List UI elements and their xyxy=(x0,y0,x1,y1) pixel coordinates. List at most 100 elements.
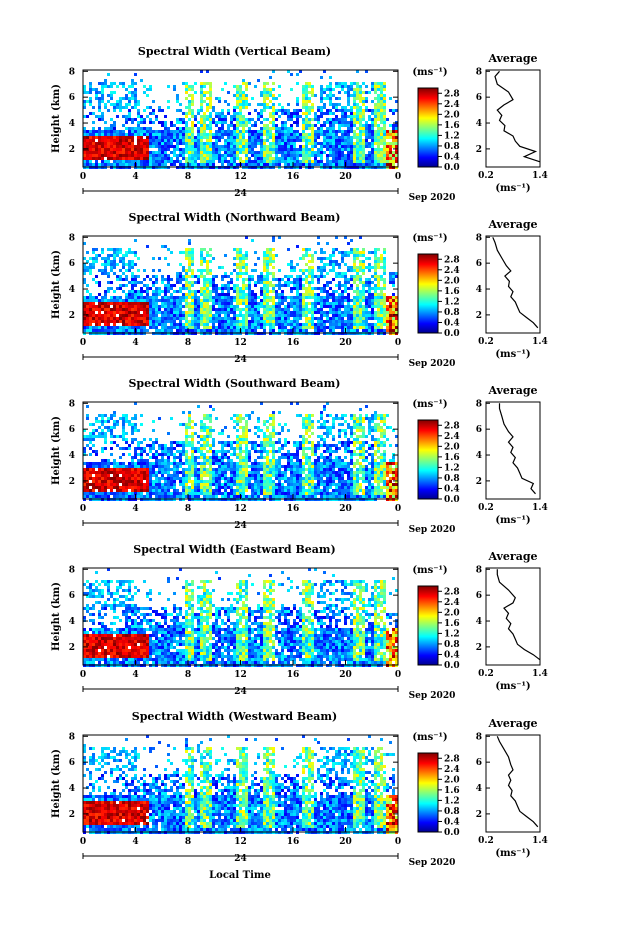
heatmap-cell xyxy=(185,459,188,462)
heatmap-cell xyxy=(251,154,254,157)
colorbar-tick-label: 2.4 xyxy=(444,100,460,110)
heatmap-cell xyxy=(272,88,275,91)
heatmap-cell xyxy=(323,311,326,314)
heatmap-cell xyxy=(257,103,260,106)
heatmap-cell xyxy=(362,91,365,94)
heatmap-cell xyxy=(305,290,308,293)
heatmap-cell xyxy=(137,157,140,160)
heatmap-cell xyxy=(227,275,230,278)
heatmap-cell xyxy=(104,139,107,142)
heatmap-cell xyxy=(290,115,293,118)
heatmap-cell xyxy=(155,483,158,486)
heatmap-cell xyxy=(179,118,182,121)
heatmap-cell xyxy=(233,263,236,266)
heatmap-cell xyxy=(260,127,263,130)
colorbar-tick-label: 0.4 xyxy=(444,152,460,162)
average-unit: (ms⁻¹) xyxy=(495,183,530,194)
heatmap-cell xyxy=(227,293,230,296)
heatmap-cell xyxy=(248,139,251,142)
heatmap-cell xyxy=(161,148,164,151)
heatmap-cell xyxy=(164,489,167,492)
heatmap-cell xyxy=(89,272,92,275)
heatmap-cell xyxy=(356,248,359,251)
heatmap-cell xyxy=(95,450,98,453)
heatmap-cell xyxy=(188,320,191,323)
heatmap-cell xyxy=(269,305,272,308)
heatmap-cell xyxy=(131,251,134,254)
heatmap-cell xyxy=(359,269,362,272)
heatmap-cell xyxy=(221,305,224,308)
heatmap-cell xyxy=(200,109,203,112)
heatmap-cell xyxy=(149,456,152,459)
heatmap-cell xyxy=(149,480,152,483)
heatmap-cell xyxy=(170,480,173,483)
heatmap-cell xyxy=(203,100,206,103)
heatmap-cell xyxy=(215,317,218,320)
heatmap-cell xyxy=(200,121,203,124)
heatmap-cell xyxy=(134,94,137,97)
heatmap-cell xyxy=(242,329,245,332)
heatmap-cell xyxy=(242,272,245,275)
heatmap-cell xyxy=(329,127,332,130)
heatmap-cell xyxy=(89,468,92,471)
heatmap-cell xyxy=(143,278,146,281)
heatmap-cell xyxy=(89,305,92,308)
heatmap-cell xyxy=(116,492,119,495)
heatmap-cell xyxy=(116,287,119,290)
heatmap-cell xyxy=(323,290,326,293)
heatmap-cell xyxy=(221,320,224,323)
heatmap-cell xyxy=(326,281,329,284)
heatmap-cell xyxy=(308,254,311,257)
heatmap-cell xyxy=(326,290,329,293)
heatmap-cell xyxy=(236,305,239,308)
heatmap-cell xyxy=(344,142,347,145)
heatmap-cell xyxy=(230,145,233,148)
heatmap-cell xyxy=(359,278,362,281)
heatmap-cell xyxy=(377,305,380,308)
heatmap-cell xyxy=(152,269,155,272)
heatmap-cell xyxy=(374,130,377,133)
heatmap-cell xyxy=(272,160,275,163)
heatmap-cell xyxy=(293,269,296,272)
heatmap-cell xyxy=(308,97,311,100)
heatmap-cell xyxy=(299,302,302,305)
heatmap-cell xyxy=(188,139,191,142)
heatmap-cell xyxy=(389,299,392,302)
heatmap-cell xyxy=(167,85,170,88)
heatmap-cell xyxy=(170,462,173,465)
heatmap-cell xyxy=(122,423,125,426)
heatmap-cell xyxy=(335,263,338,266)
heatmap-cell xyxy=(191,290,194,293)
heatmap-cell xyxy=(215,311,218,314)
heatmap-cell xyxy=(365,323,368,326)
heatmap-cell xyxy=(356,121,359,124)
heatmap-cell xyxy=(155,311,158,314)
heatmap-cell xyxy=(227,124,230,127)
heatmap-cell xyxy=(116,489,119,492)
heatmap-cell xyxy=(170,133,173,136)
heatmap-cell xyxy=(245,85,248,88)
heatmap-cell xyxy=(239,290,242,293)
heatmap-cell xyxy=(131,459,134,462)
heatmap-cell xyxy=(98,91,101,94)
heatmap-cell xyxy=(353,281,356,284)
heatmap-cell xyxy=(155,320,158,323)
heatmap-cell xyxy=(95,492,98,495)
heatmap-cell xyxy=(152,136,155,139)
heatmap-cell xyxy=(203,82,206,85)
heatmap-cell xyxy=(179,299,182,302)
heatmap-cell xyxy=(383,148,386,151)
heatmap-cell xyxy=(335,157,338,160)
heatmap-cell xyxy=(206,311,209,314)
heatmap-cell xyxy=(248,314,251,317)
heatmap-cell xyxy=(266,103,269,106)
heatmap-cell xyxy=(122,317,125,320)
y-tick-label: 4 xyxy=(69,119,75,129)
heatmap-cell xyxy=(251,302,254,305)
heatmap-cell xyxy=(182,474,185,477)
heatmap-cell xyxy=(362,323,365,326)
heatmap-cell xyxy=(122,323,125,326)
heatmap-cell xyxy=(203,94,206,97)
heatmap-cell xyxy=(134,492,137,495)
heatmap-cell xyxy=(170,163,173,166)
